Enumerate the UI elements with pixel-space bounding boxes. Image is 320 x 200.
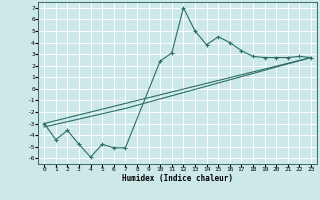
X-axis label: Humidex (Indice chaleur): Humidex (Indice chaleur) — [122, 174, 233, 183]
